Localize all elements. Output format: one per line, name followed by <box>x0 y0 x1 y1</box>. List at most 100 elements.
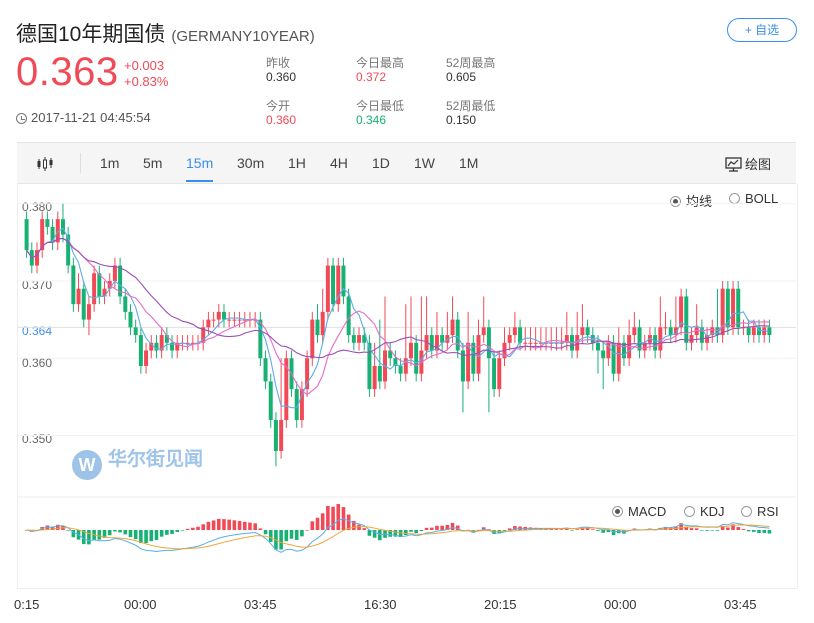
macd-bar <box>315 517 320 530</box>
macd-bar <box>227 519 231 530</box>
tab-5m[interactable]: 5m <box>143 155 163 171</box>
macd-bar <box>575 529 580 530</box>
macd-bar <box>570 530 574 531</box>
candle <box>512 327 517 336</box>
overlay-ma-option[interactable]: 均线 <box>670 191 712 210</box>
w52-high-label: 52周最高 <box>446 56 496 70</box>
candle <box>263 358 268 382</box>
day-low-value: 0.346 <box>356 113 387 127</box>
candle <box>221 311 226 320</box>
candle <box>320 311 325 336</box>
watermark-text: 华尔街见闻 <box>108 449 204 470</box>
macd-bar <box>726 527 730 530</box>
macd-bar <box>118 530 122 533</box>
candle <box>762 327 767 336</box>
macd-bar <box>731 524 735 530</box>
macd-bar <box>352 520 356 530</box>
macd-bar <box>476 529 481 531</box>
tab-1m-month[interactable]: 1M <box>459 155 479 171</box>
candle <box>679 296 684 328</box>
candle <box>606 342 611 359</box>
candle <box>45 219 50 227</box>
macd-bar <box>440 525 444 530</box>
tab-1d[interactable]: 1D <box>372 155 390 171</box>
candle <box>232 319 237 321</box>
w52-low-label: 52周最低 <box>446 99 496 113</box>
candle <box>523 342 528 344</box>
candle <box>81 288 86 320</box>
candle <box>315 319 320 336</box>
candle <box>673 327 678 336</box>
tab-1h[interactable]: 1H <box>288 155 306 171</box>
candle <box>471 342 476 374</box>
candle <box>398 365 403 374</box>
candlestick-type-icon[interactable] <box>37 156 57 172</box>
overlay-boll-option[interactable]: BOLL <box>729 191 778 206</box>
candle <box>705 335 710 343</box>
candle <box>377 365 382 382</box>
candle <box>466 342 471 382</box>
candle <box>393 358 398 366</box>
quote-time: 2017-11-21 04:45:54 <box>16 110 151 125</box>
candle <box>258 319 263 359</box>
candle <box>336 265 341 305</box>
draw-tool-button[interactable]: 绘图 <box>725 154 771 173</box>
macd-bar <box>216 518 221 530</box>
tab-4h[interactable]: 4H <box>330 155 348 171</box>
add-watchlist-button[interactable]: + 自选 <box>727 18 797 42</box>
macd-bar <box>357 524 361 530</box>
x-tick: 00:00 <box>604 597 637 612</box>
chart-area[interactable] <box>17 183 798 589</box>
macd-bar <box>211 520 216 530</box>
sub-kdj-option[interactable]: KDJ <box>684 504 725 519</box>
macd-bar <box>549 528 554 530</box>
macd-bar <box>715 530 720 531</box>
macd-bar <box>71 530 76 538</box>
candle <box>767 327 772 336</box>
candle <box>751 327 756 336</box>
macd-bar <box>746 530 751 532</box>
macd-bar <box>414 530 418 534</box>
candle <box>715 327 720 336</box>
tab-30m[interactable]: 30m <box>237 155 265 171</box>
tab-1w[interactable]: 1W <box>414 155 435 171</box>
prev-close-value: 0.360 <box>266 70 297 84</box>
boll-label: BOLL <box>745 191 779 206</box>
candle <box>408 342 413 359</box>
candle <box>611 342 616 374</box>
tab-15m[interactable]: 15m <box>186 155 214 171</box>
sub-macd-option[interactable]: MACD <box>612 504 666 519</box>
macd-bar <box>300 530 304 537</box>
ma-radio-icon <box>670 196 681 207</box>
candle <box>601 350 606 359</box>
draw-label: 绘图 <box>745 157 772 172</box>
macd-dif-line <box>26 518 770 553</box>
candle <box>279 420 284 451</box>
tab-1m[interactable]: 1m <box>100 155 120 171</box>
candle <box>658 327 663 351</box>
macd-bar <box>585 528 590 530</box>
macd-bar <box>237 521 242 530</box>
candle <box>133 327 138 336</box>
candle <box>284 358 289 421</box>
macd-bar <box>559 529 564 531</box>
candle <box>206 319 211 328</box>
macd-bar <box>320 513 325 530</box>
macd-bar <box>107 530 112 536</box>
candle <box>736 288 741 328</box>
macd-bar <box>367 530 372 536</box>
candle <box>429 335 434 351</box>
sub-rsi-option[interactable]: RSI <box>741 504 779 519</box>
rsi-radio-icon <box>741 506 752 517</box>
candle <box>149 342 154 351</box>
candle <box>668 327 673 336</box>
candle <box>710 327 715 336</box>
candle <box>71 265 76 305</box>
candle <box>455 319 460 351</box>
macd-bar <box>424 527 429 530</box>
candle <box>86 304 91 320</box>
candle <box>346 296 351 336</box>
candle <box>440 335 445 343</box>
draw-icon <box>725 157 742 172</box>
